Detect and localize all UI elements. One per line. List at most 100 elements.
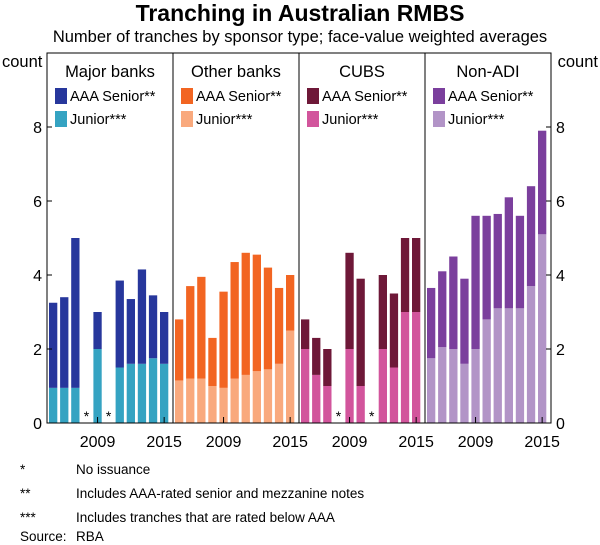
bar-senior <box>286 275 295 331</box>
bar-junior <box>274 363 284 423</box>
bar-junior <box>137 363 147 423</box>
chart-subtitle: Number of tranches by sponsor type; face… <box>52 28 548 46</box>
bar-senior <box>438 271 447 348</box>
y-tick-label-left: 4 <box>33 268 42 285</box>
bar-junior <box>400 312 410 423</box>
bar-junior <box>160 363 169 423</box>
bar-junior <box>412 312 421 423</box>
bar-senior <box>137 269 147 364</box>
bar-senior <box>538 130 547 235</box>
y-tick-label-right: 2 <box>556 342 565 359</box>
bar-senior <box>301 319 310 349</box>
legend-label: Junior*** <box>70 112 127 128</box>
bar-junior <box>263 369 273 423</box>
bar-senior <box>482 215 491 320</box>
x-tick-label: 2015 <box>272 434 308 451</box>
bar-junior <box>175 380 184 423</box>
x-tick-label: 2015 <box>524 434 560 451</box>
plot-frame <box>46 52 552 424</box>
bar-junior <box>71 387 80 423</box>
x-tick-label: 2009 <box>332 434 368 451</box>
bar-senior <box>241 252 250 375</box>
y-tick-label-right: 6 <box>556 194 565 211</box>
bar-senior <box>148 295 158 359</box>
bar-senior <box>252 254 261 372</box>
legend-swatch <box>181 111 193 127</box>
bar-junior <box>60 387 69 423</box>
bar-junior <box>252 371 261 423</box>
x-tick-label: 2009 <box>206 434 242 451</box>
footnote-text: Includes AAA-rated senior and mezzanine … <box>76 486 365 501</box>
y-tick-label-left: 2 <box>33 342 42 359</box>
legend-label: Junior*** <box>448 112 505 128</box>
bar-senior <box>71 238 80 388</box>
bar-senior <box>160 312 169 364</box>
bar-junior <box>148 358 158 423</box>
legend-label: Junior*** <box>322 112 379 128</box>
footnote-marker: *** <box>20 510 36 525</box>
y-unit-right: count <box>558 53 599 71</box>
bar-senior <box>93 312 102 349</box>
y-tick-label-left: 0 <box>33 416 42 433</box>
bar-junior <box>427 358 436 423</box>
bar-junior <box>471 349 480 423</box>
footnote-marker: ** <box>20 486 31 501</box>
bar-senior <box>197 276 206 379</box>
bar-senior <box>526 186 536 287</box>
bar-senior <box>230 262 239 379</box>
bar-junior <box>438 347 447 423</box>
no-issuance-marker: * <box>84 408 90 424</box>
y-tick-label-left: 6 <box>33 194 42 211</box>
y-tick-label-right: 4 <box>556 268 565 285</box>
bar-senior <box>49 302 58 388</box>
bar-junior <box>301 349 310 423</box>
source-text: RBA <box>76 529 104 544</box>
footnote-text: Includes tranches that are rated below A… <box>76 510 335 525</box>
bar-senior <box>471 215 480 349</box>
x-tick-label: 2015 <box>398 434 434 451</box>
bar-senior <box>356 278 365 386</box>
legend-label: AAA Senior** <box>196 89 282 105</box>
y-tick-label-right: 0 <box>556 416 565 433</box>
footnote-marker: * <box>20 462 26 477</box>
bar-senior <box>378 275 387 349</box>
bar-junior <box>208 386 217 423</box>
legend-swatch <box>181 88 193 104</box>
legend-swatch <box>307 88 319 104</box>
bar-junior <box>526 286 536 423</box>
no-issuance-marker: * <box>106 408 112 424</box>
bar-junior <box>378 349 387 423</box>
bar-junior <box>93 349 102 423</box>
legend-label: AAA Senior** <box>448 89 534 105</box>
panel-title: Major banks <box>65 63 155 81</box>
bar-junior <box>538 234 547 423</box>
panel-title: CUBS <box>339 63 385 81</box>
source-label: Source: <box>20 529 67 544</box>
bar-junior <box>186 378 195 423</box>
bar-junior <box>449 349 458 423</box>
bar-senior <box>175 319 184 381</box>
legend-swatch <box>307 111 319 127</box>
bar-senior <box>60 297 69 388</box>
bar-senior <box>323 349 332 386</box>
bar-senior <box>274 287 284 364</box>
bar-senior <box>219 291 228 388</box>
bar-junior <box>230 378 239 423</box>
bar-junior <box>493 308 502 423</box>
bar-senior <box>208 337 217 386</box>
bar-senior <box>345 252 354 349</box>
bar-junior <box>504 308 513 423</box>
source-note: Source: RBA <box>20 529 104 545</box>
bar-senior <box>126 299 135 364</box>
bar-senior <box>312 337 321 375</box>
chart-title: Tranching in Australian RMBS <box>135 0 465 26</box>
bar-senior <box>186 286 195 379</box>
footnote-junior: *** Includes tranches that are rated belo… <box>20 510 335 526</box>
bar-junior <box>323 386 332 423</box>
bar-senior <box>400 238 410 312</box>
bar-senior <box>449 256 458 349</box>
legend-swatch <box>433 111 445 127</box>
legend-swatch <box>433 88 445 104</box>
bar-junior <box>345 349 354 423</box>
